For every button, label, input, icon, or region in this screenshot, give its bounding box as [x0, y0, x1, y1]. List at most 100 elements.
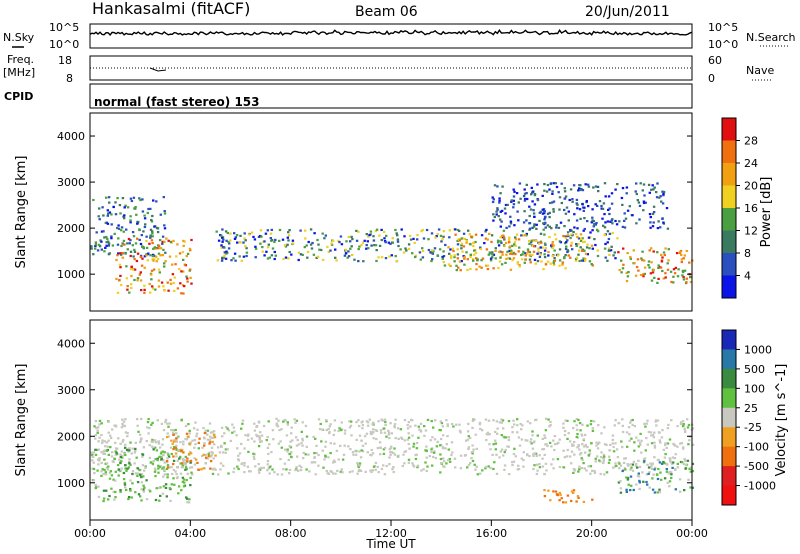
scatter-cell — [164, 483, 168, 486]
scatter-cell — [286, 236, 289, 239]
scatter-cell — [658, 431, 661, 434]
scatter-cell — [233, 232, 236, 235]
scatter-cell — [442, 255, 446, 258]
scatter-cell — [384, 241, 387, 244]
scatter-cell — [389, 242, 392, 245]
scatter-cell — [563, 456, 567, 459]
scatter-cell — [657, 277, 660, 280]
scatter-cell — [635, 265, 639, 269]
scatter-cell — [546, 212, 550, 215]
scatter-cell — [564, 247, 568, 250]
scatter-cell — [123, 481, 126, 484]
scatter-cell — [97, 440, 100, 443]
scatter-cell — [541, 208, 544, 211]
scatter-cell — [108, 471, 112, 474]
scatter-cell — [238, 241, 242, 244]
scatter-cell — [552, 263, 556, 266]
scatter-cell — [123, 483, 127, 486]
scatter-cell — [139, 242, 143, 246]
scatter-cell — [523, 188, 526, 191]
scatter-cell — [653, 431, 656, 434]
scatter-cell — [595, 221, 598, 225]
scatter-cell — [598, 200, 602, 203]
scatter-cell — [102, 489, 106, 492]
y-tick-label: 1000 — [57, 268, 85, 281]
scatter-cell — [107, 453, 110, 456]
scatter-cell — [580, 259, 584, 262]
scatter-cell — [177, 449, 180, 452]
scatter-cell — [188, 443, 192, 446]
scatter-cell — [469, 255, 472, 259]
scatter-cell — [288, 229, 291, 232]
scatter-cell — [643, 460, 646, 463]
scatter-cell — [304, 453, 307, 456]
scatter-cell — [408, 234, 412, 237]
scatter-cell — [238, 255, 241, 258]
scatter-cell — [601, 456, 605, 459]
scatter-cell — [520, 457, 523, 460]
scatter-cell — [674, 488, 677, 491]
scatter-cell — [188, 429, 191, 432]
scatter-cell — [602, 202, 606, 205]
scatter-cell — [130, 199, 134, 203]
scatter-cell — [672, 281, 675, 284]
scatter-cell — [174, 428, 177, 432]
scatter-cell — [117, 237, 120, 240]
scatter-cell — [544, 263, 548, 266]
scatter-cell — [186, 472, 189, 475]
scatter-cell — [540, 260, 543, 263]
scatter-cell — [469, 243, 472, 246]
scatter-cell — [571, 200, 574, 203]
scatter-cell — [481, 429, 484, 432]
scatter-cell — [603, 455, 606, 458]
scatter-cell — [141, 198, 144, 201]
scatter-cell — [340, 421, 343, 424]
scatter-cell — [192, 427, 196, 430]
scatter-cell — [629, 475, 633, 478]
scatter-cell — [583, 217, 586, 220]
scatter-cell — [621, 418, 624, 421]
scatter-cell — [184, 468, 187, 471]
scatter-cell — [257, 420, 261, 423]
scatter-cell — [124, 418, 127, 421]
scatter-cell — [123, 217, 126, 220]
scatter-cell — [621, 424, 624, 427]
scatter-cell — [417, 436, 420, 439]
scatter-cell — [324, 455, 327, 458]
scatter-cell — [498, 199, 501, 202]
scatter-cell — [166, 464, 170, 467]
scatter-cell — [141, 245, 144, 248]
scatter-cell — [532, 212, 536, 215]
scatter-cell — [637, 269, 640, 272]
scatter-cell — [685, 281, 688, 284]
scatter-cell — [227, 429, 230, 432]
scatter-cell — [217, 473, 220, 476]
scatter-cell — [462, 232, 466, 235]
scatter-cell — [452, 249, 455, 253]
scatter-cell — [666, 442, 670, 445]
scatter-cell — [124, 467, 127, 470]
scatter-cell — [493, 215, 496, 219]
scatter-cell — [432, 250, 435, 253]
scatter-cell — [475, 263, 478, 266]
scatter-cell — [509, 222, 513, 225]
scatter-cell — [475, 447, 478, 450]
scatter-cell — [538, 463, 541, 466]
scatter-cell — [601, 207, 605, 210]
scatter-cell — [555, 493, 559, 496]
scatter-cell — [327, 250, 330, 253]
scatter-cell — [567, 219, 570, 222]
scatter-cell — [680, 253, 683, 256]
scatter-cell — [332, 433, 335, 436]
scatter-cell — [542, 448, 545, 451]
scatter-cell — [272, 438, 275, 441]
scatter-cell — [119, 212, 122, 215]
scatter-cell — [122, 215, 125, 218]
scatter-cell — [117, 252, 120, 255]
scatter-cell — [525, 183, 528, 186]
scatter-cell — [340, 468, 343, 471]
scatter-cell — [186, 277, 189, 280]
scatter-cell — [503, 468, 506, 471]
scatter-cell — [152, 459, 155, 463]
scatter-cell — [689, 470, 692, 473]
